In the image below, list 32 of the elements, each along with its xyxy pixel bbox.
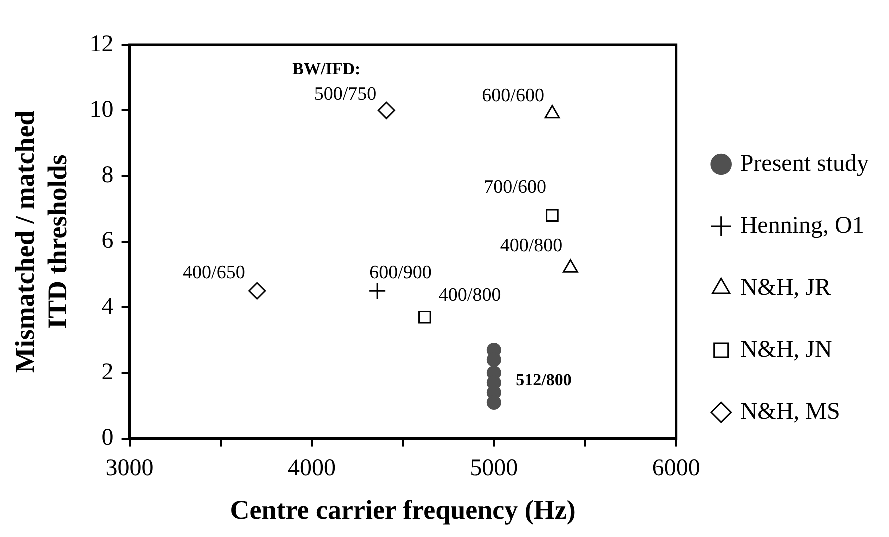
annotation: 400/800 xyxy=(500,236,563,257)
annotation: BW/IFD: xyxy=(292,60,361,79)
y-axis-title: Mismatched / matched ITD thresholds xyxy=(10,110,73,374)
point xyxy=(418,310,432,324)
x-tick-label: 5000 xyxy=(470,455,518,482)
y-tick-label: 4 xyxy=(102,294,114,320)
annotation: 500/750 xyxy=(314,84,377,106)
legend-label: N&H, JN xyxy=(740,336,832,363)
annotation: 400/650 xyxy=(183,262,246,284)
annotation: 600/900 xyxy=(370,262,432,284)
point xyxy=(248,282,266,300)
point xyxy=(546,209,559,222)
legend-label: Present study xyxy=(740,150,870,177)
x-tick-label: 4000 xyxy=(288,455,336,482)
legend-label: Henning, O1 xyxy=(740,212,864,239)
y-tick-label: 2 xyxy=(102,359,114,386)
y-tick-label: 8 xyxy=(102,162,114,189)
annotation: 600/600 xyxy=(482,85,544,106)
point xyxy=(378,102,396,120)
annotation: 700/600 xyxy=(484,177,546,198)
legend-label: N&H, JR xyxy=(740,274,832,301)
y-tick-label: 6 xyxy=(102,228,114,254)
y-tick-label: 10 xyxy=(90,96,114,123)
point xyxy=(368,282,386,300)
annotation: 400/800 xyxy=(438,284,502,306)
y-tick-label: 12 xyxy=(90,31,114,58)
x-tick-label: 6000 xyxy=(652,455,700,482)
x-axis-title: Centre carrier frequency (Hz) xyxy=(230,494,576,525)
y-tick-label: 0 xyxy=(102,425,114,452)
annotation: 512/800 xyxy=(516,370,572,390)
x-tick-label: 3000 xyxy=(106,455,154,482)
legend-label: N&H, MS xyxy=(740,398,840,425)
